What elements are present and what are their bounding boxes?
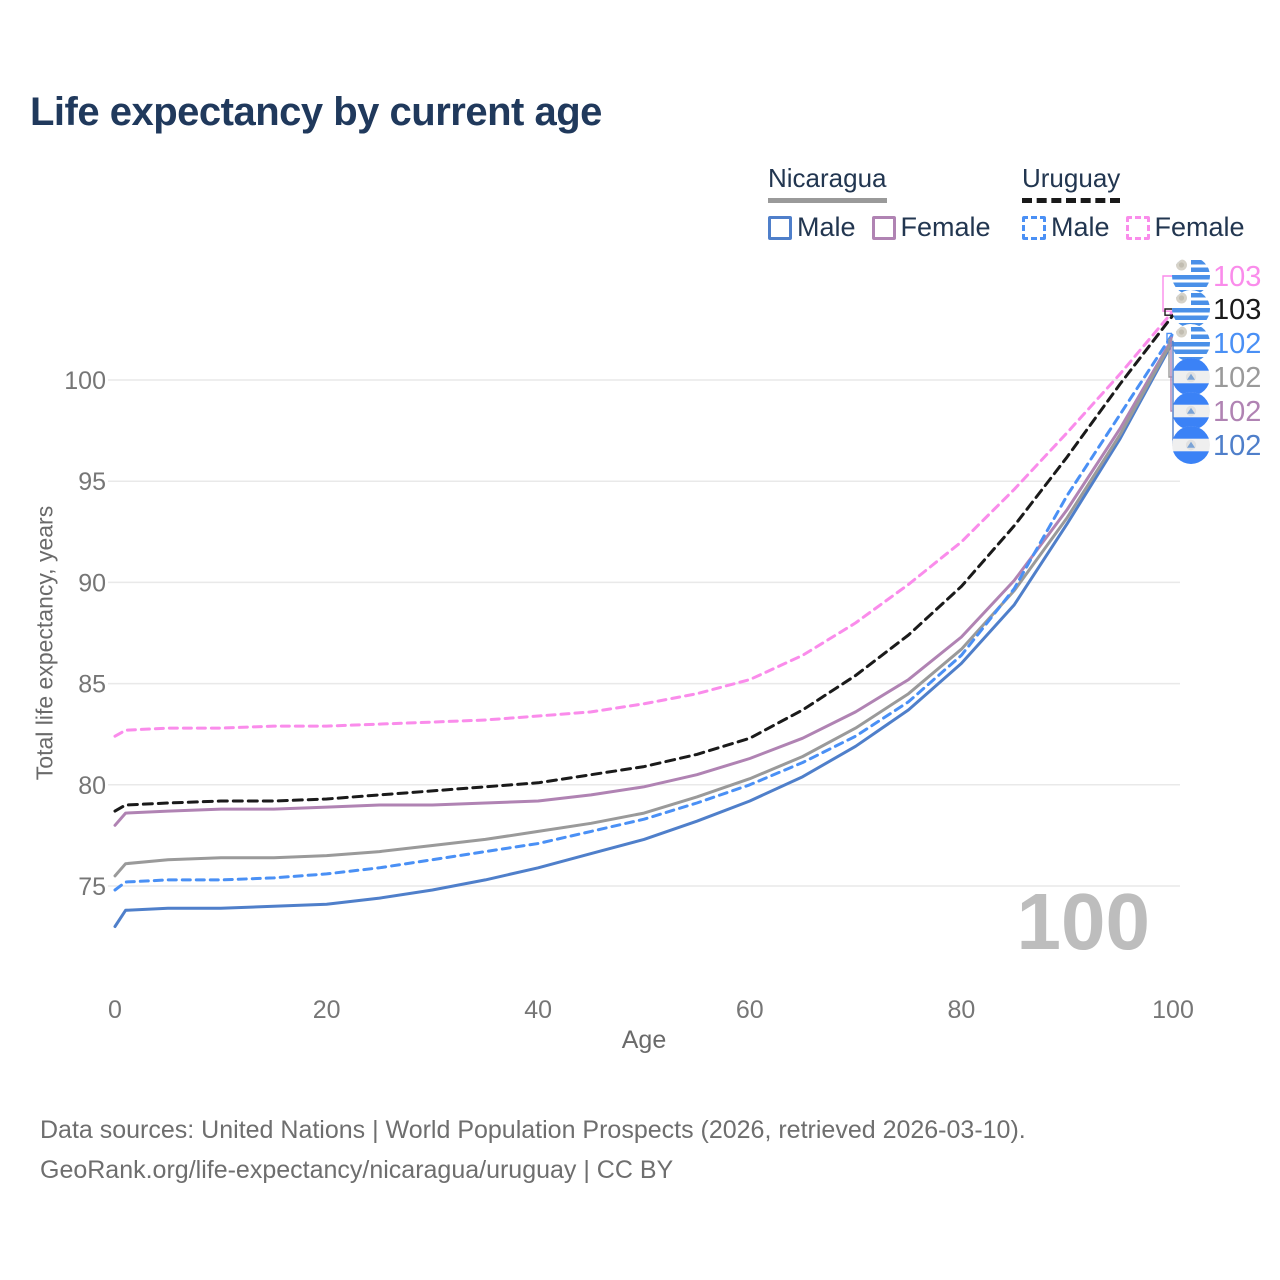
nicaragua-flag-icon: [1172, 358, 1210, 396]
legend-item-label: Male: [797, 212, 856, 242]
x-axis-title: Age: [621, 1026, 667, 1054]
legend-country-uruguay[interactable]: Uruguay: [1022, 163, 1121, 203]
legend-item-nicaragua-male[interactable]: Male: [768, 212, 856, 243]
y-tick-label: 80: [78, 772, 106, 800]
series-line-uruguay_total[interactable]: [113, 313, 1175, 813]
legend-swatch-nicaragua-female: [871, 215, 896, 240]
legend-item-label: Male: [1051, 212, 1110, 242]
data-sources-line: Data sources: United Nations | World Pop…: [40, 1116, 1026, 1144]
x-tick-label: 100: [1152, 996, 1194, 1024]
nicaragua-flag-icon: [1172, 426, 1210, 464]
end-label-value-uruguay_female: 103: [1213, 261, 1261, 293]
attribution-line: GeoRank.org/life-expectancy/nicaragua/ur…: [40, 1156, 674, 1184]
uruguay-flag-icon: [1172, 257, 1210, 295]
legend-item-nicaragua-female[interactable]: Female: [871, 212, 991, 243]
x-tick-label: 80: [947, 996, 975, 1024]
legend-swatch-uruguay-female: [1125, 215, 1150, 240]
age-watermark: 100: [1016, 877, 1150, 966]
legend-item-label: Female: [900, 212, 991, 242]
end-label-value-uruguay_total: 103: [1213, 294, 1261, 326]
x-tick-label: 20: [313, 996, 341, 1024]
end-label-value-nicaragua_total: 102: [1213, 362, 1261, 394]
y-tick-label: 95: [78, 468, 106, 496]
y-tick-label: 75: [78, 873, 106, 901]
y-tick-label: 100: [64, 367, 106, 395]
y-axis-title: Total life expectancy, years: [31, 505, 58, 781]
legend-swatch-uruguay-male: [1022, 215, 1046, 240]
end-label-value-nicaragua_male: 102: [1213, 430, 1261, 462]
series-line-nicaragua_total[interactable]: [113, 338, 1175, 878]
legend-item-uruguay-female[interactable]: Female: [1125, 212, 1245, 243]
source-footer: Data sources: United Nations | World Pop…: [40, 1110, 1026, 1190]
legend-swatch-nicaragua-male: [768, 215, 792, 240]
x-tick-label: 0: [108, 996, 122, 1024]
legend-country-nicaragua[interactable]: Nicaragua: [768, 163, 887, 203]
series-line-uruguay_male[interactable]: [113, 331, 1175, 892]
y-tick-label: 85: [78, 671, 106, 699]
legend-item-label: Female: [1154, 212, 1245, 242]
legend-group-nicaragua: Nicaragua Male Female: [768, 163, 991, 243]
legend-group-uruguay: Uruguay Male Female: [1022, 163, 1245, 243]
end-label-value-nicaragua_female: 102: [1213, 396, 1261, 428]
end-label-value-uruguay_male: 102: [1213, 328, 1261, 360]
x-tick-label: 40: [524, 996, 552, 1024]
series-line-uruguay_female[interactable]: [113, 309, 1175, 738]
nicaragua-flag-icon: [1172, 392, 1210, 430]
legend-item-uruguay-male[interactable]: Male: [1022, 212, 1110, 243]
end-label-leader: [1164, 308, 1174, 316]
page-title: Life expectancy by current age: [30, 90, 602, 134]
end-label-leader: [1172, 340, 1174, 446]
uruguay-flag-icon: [1172, 324, 1210, 362]
uruguay-flag-icon: [1172, 290, 1210, 328]
x-tick-label: 60: [736, 996, 764, 1024]
series-line-nicaragua_female[interactable]: [113, 336, 1175, 827]
y-tick-label: 90: [78, 569, 106, 597]
series-line-nicaragua_male[interactable]: [113, 340, 1175, 928]
end-label-leader: [1162, 275, 1174, 312]
